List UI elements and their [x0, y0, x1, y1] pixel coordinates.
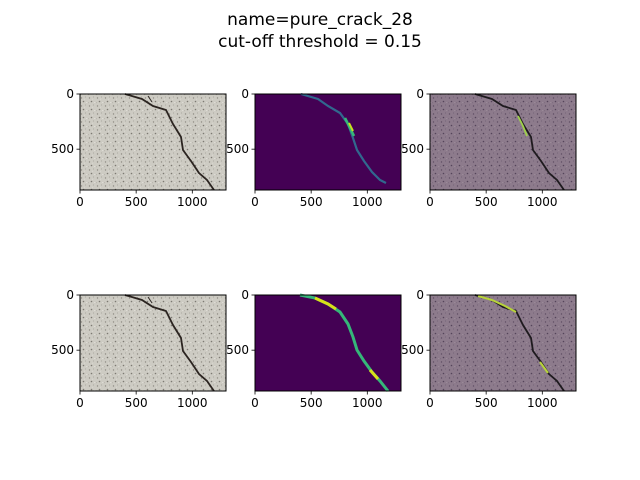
x-tick-label: 500 [125, 396, 148, 410]
viridis-background [255, 94, 401, 190]
y-tick-label: 500 [401, 142, 424, 156]
prediction-overlay [517, 115, 528, 137]
y-tick-label: 0 [66, 288, 74, 302]
x-tick-label: 0 [426, 396, 434, 410]
prediction-line-high [348, 122, 354, 132]
crack-line [474, 294, 565, 392]
crack-branch [147, 296, 153, 304]
x-tick-label: 0 [76, 195, 84, 209]
x-tick-label: 1000 [177, 195, 208, 209]
axes-frame [79, 294, 227, 392]
crack-line [124, 294, 215, 392]
axes-frame [254, 93, 402, 191]
overlay-texture [430, 295, 576, 391]
axes-frame [429, 93, 577, 191]
viridis-background [255, 295, 401, 391]
mask-line-peak [368, 369, 380, 380]
axis-ticks-layer: 0 500 1000 0 500 0 500 1000 0 500 0 500 1000 0 500 0 500… [51, 87, 557, 410]
mask-overlay [539, 361, 549, 374]
axis-ticks-r1c1: 0 500 1000 0 500 [51, 87, 207, 209]
concrete-texture [80, 295, 226, 391]
panel-row2-col3-overlay [429, 294, 577, 392]
x-tick-label: 0 [251, 396, 259, 410]
y-tick-label: 0 [416, 288, 424, 302]
y-tick-label: 500 [51, 343, 74, 357]
mask-overlay [477, 295, 517, 313]
crack-branch [147, 95, 153, 103]
x-tick-label: 500 [300, 396, 323, 410]
axis-ticks-r2c1: 0 500 1000 0 500 [51, 288, 207, 410]
x-tick-label: 0 [76, 396, 84, 410]
x-tick-label: 500 [300, 195, 323, 209]
x-tick-label: 500 [125, 195, 148, 209]
axis-ticks-r1c2: 0 500 1000 0 500 [226, 87, 382, 209]
x-tick-label: 1000 [177, 396, 208, 410]
y-tick-label: 500 [401, 343, 424, 357]
axes-frame [429, 294, 577, 392]
panel-row1-col2-prediction [254, 92, 402, 191]
x-tick-label: 1000 [352, 195, 383, 209]
figure-title-line1: name=pure_crack_28 [227, 10, 413, 30]
crack-line [474, 93, 565, 191]
crack-line [124, 93, 215, 191]
y-tick-label: 0 [416, 87, 424, 101]
y-tick-label: 0 [241, 288, 249, 302]
prediction-line-low [300, 92, 387, 184]
figure-title-line2: cut-off threshold = 0.15 [218, 32, 422, 52]
axis-ticks-r2c2: 0 500 1000 0 500 [226, 288, 382, 410]
panel-row2-col2-mask [254, 293, 402, 392]
concrete-texture [80, 94, 226, 190]
overlay-texture [430, 94, 576, 190]
y-tick-label: 0 [66, 87, 74, 101]
panel-row1-col3-overlay [429, 93, 577, 191]
y-tick-label: 500 [226, 142, 249, 156]
panel-row1-col1-image [79, 93, 227, 191]
axes-frame [254, 294, 402, 392]
x-tick-label: 0 [251, 195, 259, 209]
x-tick-label: 500 [475, 195, 498, 209]
axes-frame [79, 93, 227, 191]
y-tick-label: 500 [226, 343, 249, 357]
axis-ticks-r1c3: 0 500 1000 0 500 [401, 87, 557, 209]
x-tick-label: 1000 [527, 396, 558, 410]
axis-ticks-r2c3: 0 500 1000 0 500 [401, 288, 557, 410]
y-tick-label: 0 [241, 87, 249, 101]
y-tick-label: 500 [51, 142, 74, 156]
x-tick-label: 0 [426, 195, 434, 209]
prediction-line-mid [343, 117, 356, 137]
mask-line-peak [314, 296, 337, 311]
x-tick-label: 1000 [527, 195, 558, 209]
panel-row2-col1-image [79, 294, 227, 392]
x-tick-label: 1000 [352, 396, 383, 410]
x-tick-label: 500 [475, 396, 498, 410]
